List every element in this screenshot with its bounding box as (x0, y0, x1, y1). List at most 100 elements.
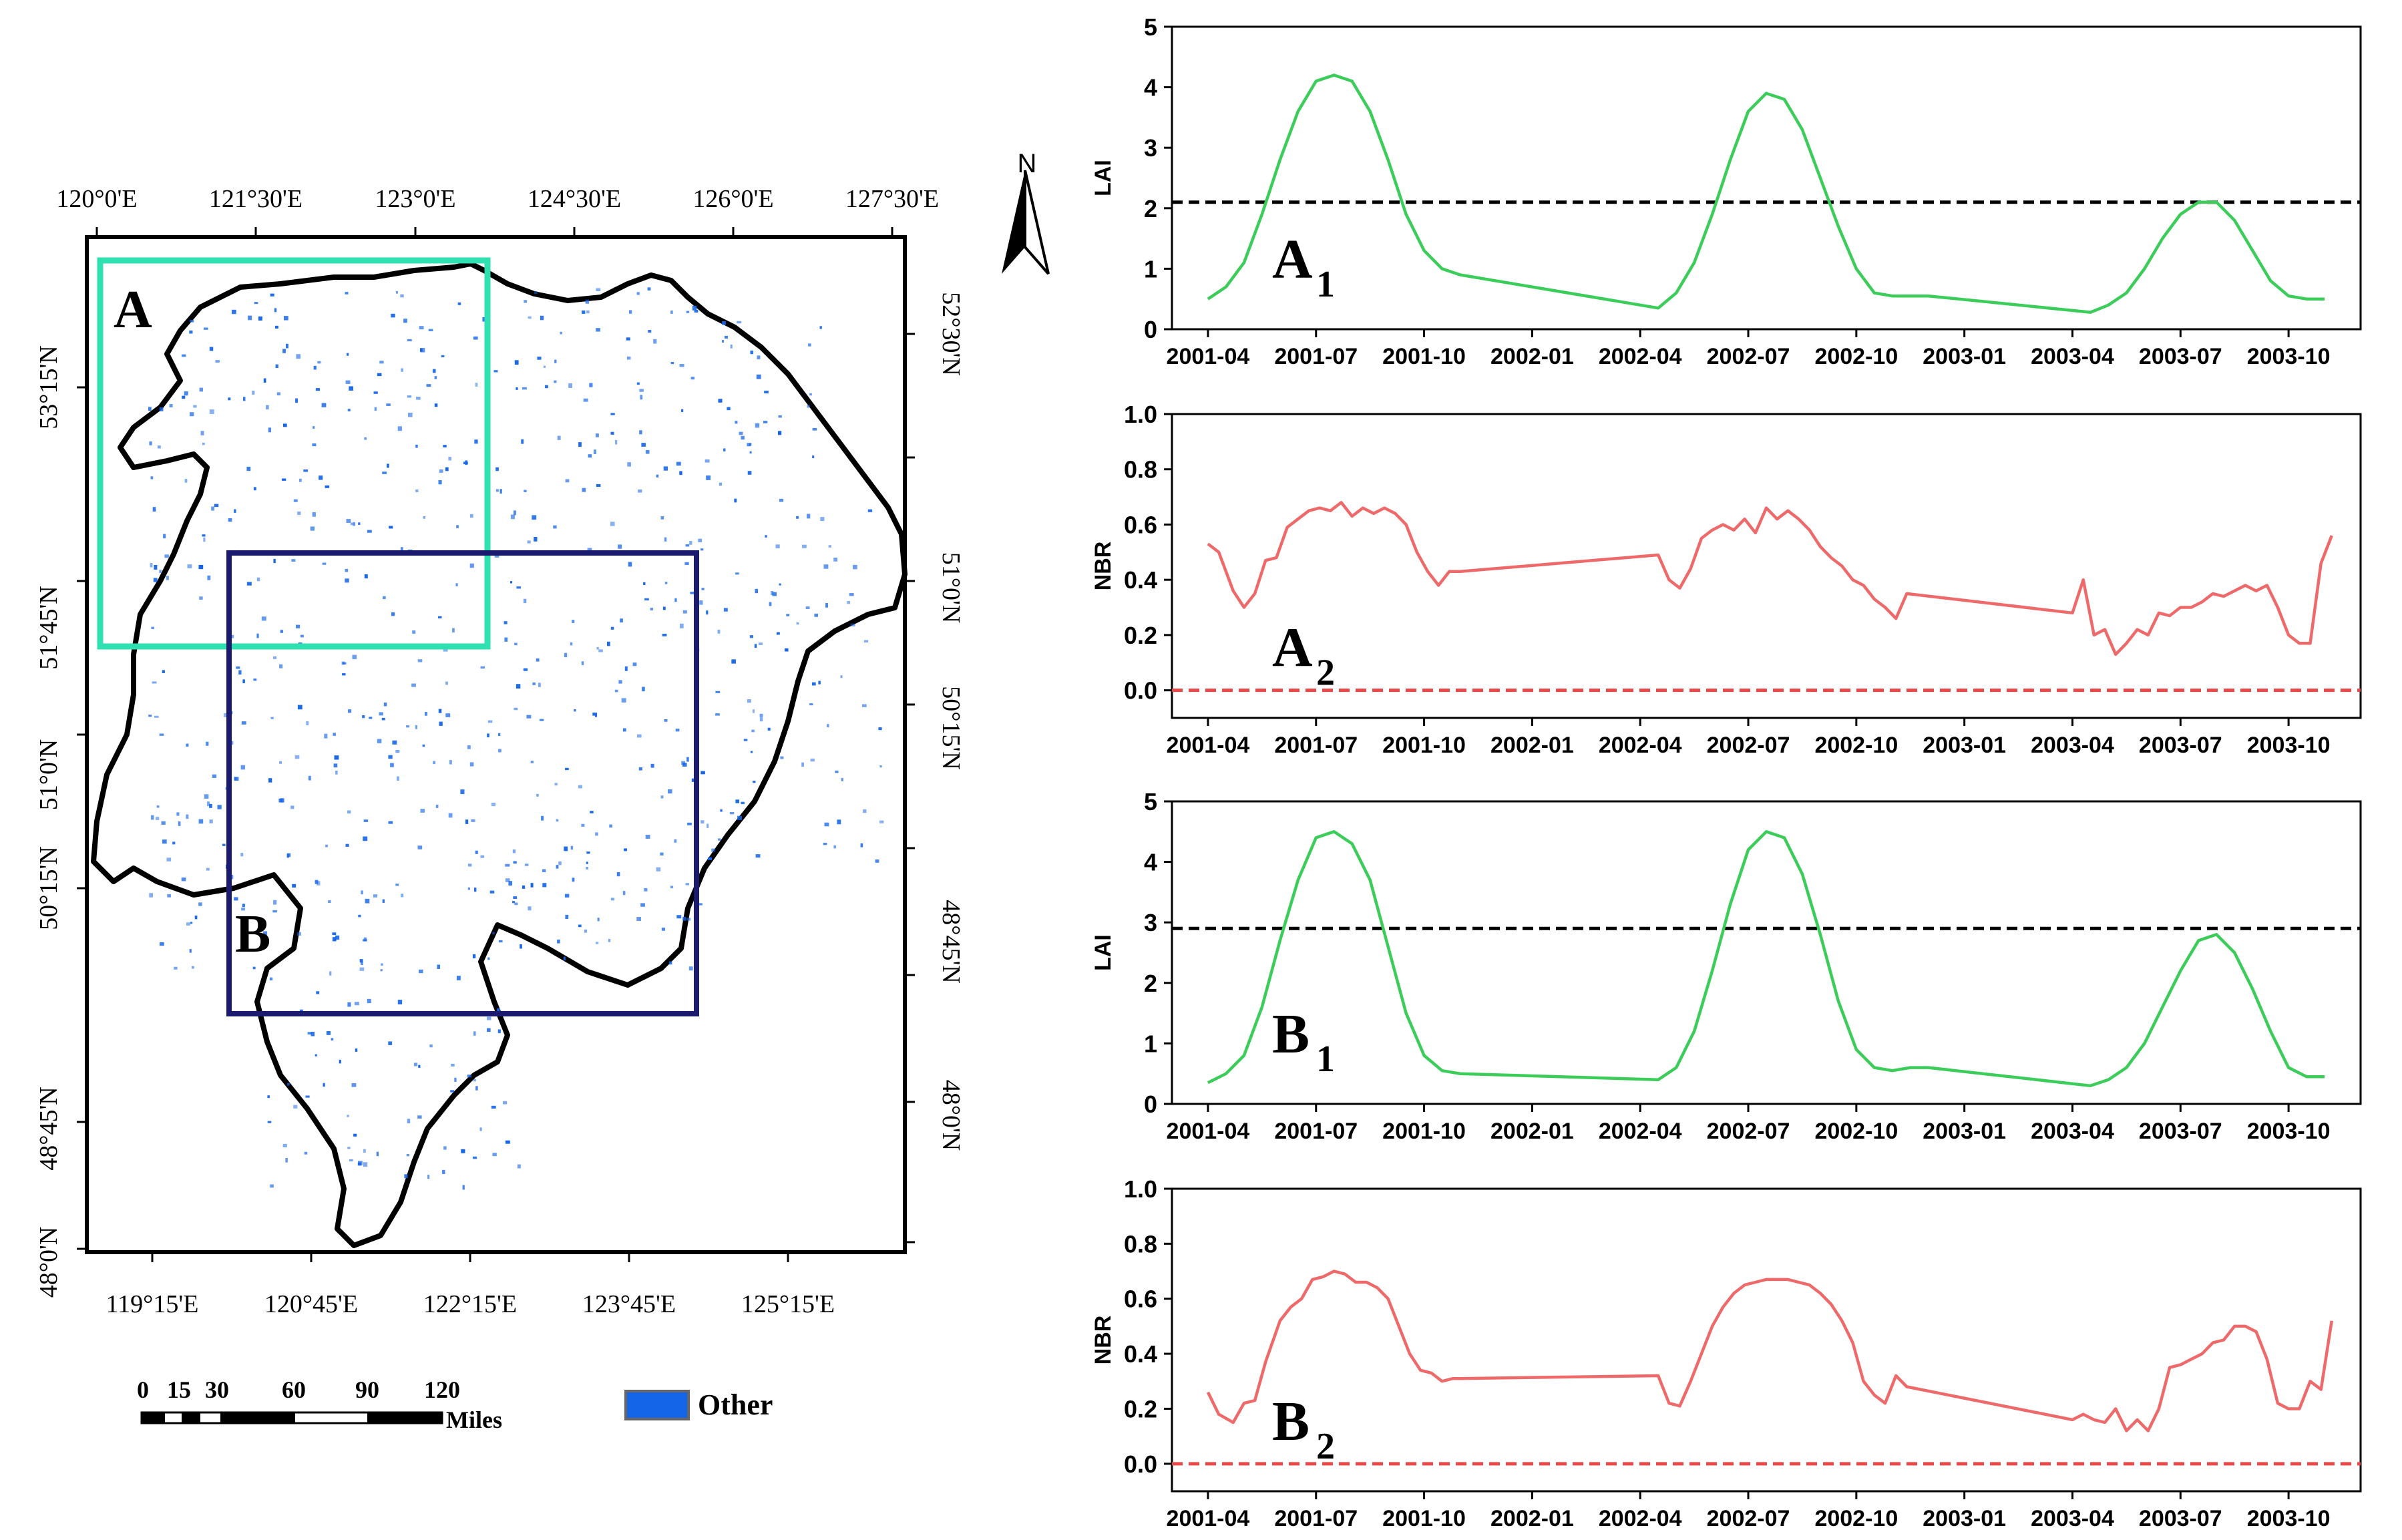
class-pixel (224, 713, 226, 717)
class-pixel (428, 329, 433, 332)
class-pixel (622, 728, 626, 732)
x-tick-label: 2003-01 (1923, 1506, 2006, 1531)
class-pixel (828, 545, 831, 548)
class-pixel (148, 715, 152, 717)
class-pixel (528, 906, 532, 911)
class-pixel (467, 863, 472, 867)
class-pixel (207, 575, 211, 580)
class-pixel (497, 1029, 501, 1034)
class-pixel (217, 805, 222, 809)
class-pixel (332, 932, 337, 936)
class-pixel (875, 859, 879, 863)
class-pixel (796, 622, 799, 625)
class-pixel (747, 699, 751, 703)
series-line-b1 (1207, 830, 2325, 1088)
x-tick-label: 2002-04 (1599, 344, 1682, 369)
class-pixel (521, 439, 524, 444)
map-right-tick: 50°15'N (937, 686, 965, 770)
class-pixel (474, 439, 478, 444)
class-pixel (347, 1115, 349, 1117)
class-pixel (786, 614, 790, 616)
class-pixel (578, 442, 582, 447)
class-pixel (329, 971, 332, 976)
class-pixel (369, 717, 373, 719)
class-pixel (595, 433, 599, 437)
class-pixel (234, 897, 238, 901)
class-pixel (349, 1159, 353, 1162)
series-line-a1 (1207, 73, 2325, 314)
class-pixel (238, 670, 242, 675)
class-pixel (472, 954, 476, 958)
class-pixel (457, 302, 461, 305)
map-right-tick: 51°0'N (937, 552, 965, 624)
class-pixel (299, 478, 302, 482)
class-pixel (272, 910, 277, 913)
class-pixel (334, 755, 339, 760)
class-pixel (310, 526, 315, 531)
class-pixel (439, 469, 443, 473)
class-pixel (730, 344, 733, 349)
class-pixel (246, 582, 252, 586)
class-pixel (417, 659, 423, 662)
class-pixel (345, 578, 349, 583)
class-pixel (232, 309, 236, 315)
class-pixel (487, 720, 493, 723)
x-tick-label: 2002-01 (1490, 1506, 1574, 1531)
class-pixel (252, 391, 255, 395)
class-pixel (487, 733, 489, 738)
class-pixel (422, 744, 425, 747)
map-legend: Other (624, 1388, 773, 1421)
class-pixel (159, 570, 162, 574)
class-pixel (303, 469, 309, 472)
class-pixel (296, 624, 301, 628)
class-pixel (588, 454, 592, 458)
class-pixel (624, 666, 628, 671)
class-pixel (636, 917, 642, 922)
class-pixel (172, 841, 176, 845)
class-pixel (862, 704, 867, 707)
class-pixel (583, 398, 588, 402)
x-tick-label: 2003-07 (2139, 1506, 2222, 1531)
class-pixel (462, 1185, 465, 1190)
class-pixel (153, 578, 158, 582)
class-pixel (347, 1002, 351, 1007)
class-pixel (411, 683, 416, 687)
class-pixel (199, 387, 204, 392)
x-tick-label: 2003-04 (2031, 344, 2114, 369)
class-pixel (570, 845, 574, 850)
class-pixel (166, 857, 172, 861)
class-pixel (184, 391, 188, 396)
class-pixel (435, 804, 439, 808)
map-bottom-tick: 123°45'E (582, 1290, 676, 1318)
map-top-tick: 124°30'E (528, 185, 621, 213)
class-pixel (345, 843, 349, 847)
class-pixel (711, 848, 716, 852)
class-pixel (526, 715, 532, 719)
class-pixel (363, 939, 367, 942)
class-pixel (404, 1174, 408, 1179)
class-pixel (361, 890, 363, 895)
class-pixel (214, 504, 219, 508)
class-pixel (553, 525, 557, 529)
class-pixel (319, 475, 323, 480)
class-pixel (498, 733, 501, 737)
y-tick-label: 0.4 (1124, 566, 1157, 594)
class-pixel (417, 845, 423, 849)
class-pixel (536, 793, 539, 797)
class-pixel (286, 343, 288, 349)
class-pixel (420, 348, 425, 353)
class-pixel (443, 1146, 447, 1150)
class-pixel (377, 739, 382, 743)
class-pixel (626, 356, 631, 360)
class-pixel (514, 642, 518, 646)
class-pixel (243, 397, 246, 401)
class-pixel (174, 966, 178, 970)
class-pixel (285, 1158, 288, 1163)
class-pixel (517, 1164, 521, 1169)
map-left-tick: 48°0'N (35, 1227, 63, 1298)
class-pixel (434, 376, 437, 379)
class-pixel (306, 721, 309, 726)
class-pixel (222, 843, 226, 846)
class-pixel (849, 593, 854, 596)
